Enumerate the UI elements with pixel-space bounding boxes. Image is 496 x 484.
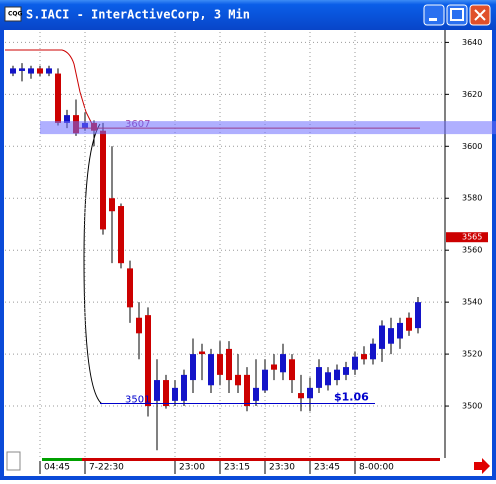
y-tick-label: 3620 bbox=[462, 90, 482, 99]
candle-body bbox=[307, 387, 313, 399]
candle-body bbox=[406, 317, 412, 331]
trailing-stop-line bbox=[5, 49, 93, 125]
candle-body bbox=[280, 354, 286, 373]
candle-body bbox=[289, 359, 295, 381]
close-glyph bbox=[474, 9, 486, 21]
candle-body bbox=[163, 380, 169, 407]
candle-body bbox=[397, 322, 403, 339]
candle-body bbox=[154, 380, 160, 401]
candle-body bbox=[136, 317, 142, 334]
candle-body bbox=[172, 387, 178, 401]
candle-body bbox=[316, 367, 322, 388]
candle-body bbox=[226, 348, 232, 381]
y-tick-label: 3520 bbox=[462, 350, 482, 359]
y-tick-label: 3600 bbox=[462, 142, 482, 151]
candle-body bbox=[325, 372, 331, 386]
y-tick-label: 3500 bbox=[462, 402, 482, 411]
x-tick-label: 23:30 bbox=[269, 463, 295, 473]
candle-body bbox=[271, 364, 277, 370]
level-highlight bbox=[40, 121, 496, 135]
candle-body bbox=[361, 354, 367, 360]
candle-body bbox=[199, 351, 205, 355]
candle-body bbox=[334, 369, 340, 381]
session-bar-green bbox=[42, 458, 82, 461]
x-tick-label: 8-00:00 bbox=[359, 463, 394, 473]
session-bar-red bbox=[82, 458, 440, 461]
candle-body bbox=[19, 68, 25, 71]
candle-body bbox=[46, 68, 52, 74]
x-tick-label: 23:15 bbox=[224, 463, 250, 473]
window-title: S.IACI - InterActiveCorp, 3 Min bbox=[26, 8, 250, 22]
candle-body bbox=[352, 356, 358, 370]
candle-body bbox=[379, 325, 385, 349]
y-tick-label: 3580 bbox=[462, 194, 482, 203]
candle-body bbox=[262, 369, 268, 391]
scroll-box[interactable] bbox=[6, 451, 21, 471]
candle-body bbox=[55, 73, 61, 123]
level-label: 3501 bbox=[125, 394, 150, 405]
x-tick-label: 23:00 bbox=[179, 463, 205, 473]
candle-body bbox=[244, 374, 250, 407]
candle-body bbox=[145, 315, 151, 407]
chart-area bbox=[4, 30, 492, 476]
y-tick-label: 3560 bbox=[462, 246, 482, 255]
x-tick-label: 04:45 bbox=[44, 463, 70, 473]
y-tick-label: 3640 bbox=[462, 38, 482, 47]
arc-drawing bbox=[83, 123, 103, 405]
candle-body bbox=[253, 387, 259, 401]
candle-body bbox=[37, 68, 43, 74]
candle-body bbox=[217, 354, 223, 375]
candle-body bbox=[181, 374, 187, 401]
maximize-glyph bbox=[450, 8, 464, 21]
last-price-tag bbox=[446, 232, 488, 243]
candle-body bbox=[109, 198, 115, 212]
title-bar bbox=[0, 0, 496, 30]
plot: 3500 3520 3540 3560 3580 3600 3620 3640 04:45 7-2… bbox=[5, 32, 488, 474]
level-note: $1.06 bbox=[334, 390, 369, 403]
app-icon bbox=[4, 6, 22, 22]
scroll-arrow[interactable] bbox=[474, 458, 490, 474]
last-price-label: 3565 bbox=[462, 233, 482, 242]
candle-body bbox=[208, 354, 214, 386]
candle-body bbox=[64, 115, 70, 123]
candle-body bbox=[127, 268, 133, 308]
app-icon-text: CQG bbox=[8, 11, 23, 18]
candle-body bbox=[298, 393, 304, 399]
candle-body bbox=[118, 206, 124, 264]
candle-body bbox=[343, 367, 349, 375]
candle-body bbox=[10, 68, 16, 74]
candle-body bbox=[190, 354, 196, 381]
y-tick-label: 3540 bbox=[462, 298, 482, 307]
x-tick-label: 7-22:30 bbox=[89, 463, 124, 473]
candle-body bbox=[388, 328, 394, 344]
candle-body bbox=[28, 68, 34, 74]
x-tick-label: 23:45 bbox=[314, 463, 340, 473]
candle-body bbox=[100, 130, 106, 230]
candle-body bbox=[370, 343, 376, 360]
candle-body bbox=[415, 302, 421, 329]
minimize-glyph bbox=[429, 18, 437, 21]
minimize-button[interactable] bbox=[423, 4, 445, 26]
candle-body bbox=[235, 374, 241, 386]
